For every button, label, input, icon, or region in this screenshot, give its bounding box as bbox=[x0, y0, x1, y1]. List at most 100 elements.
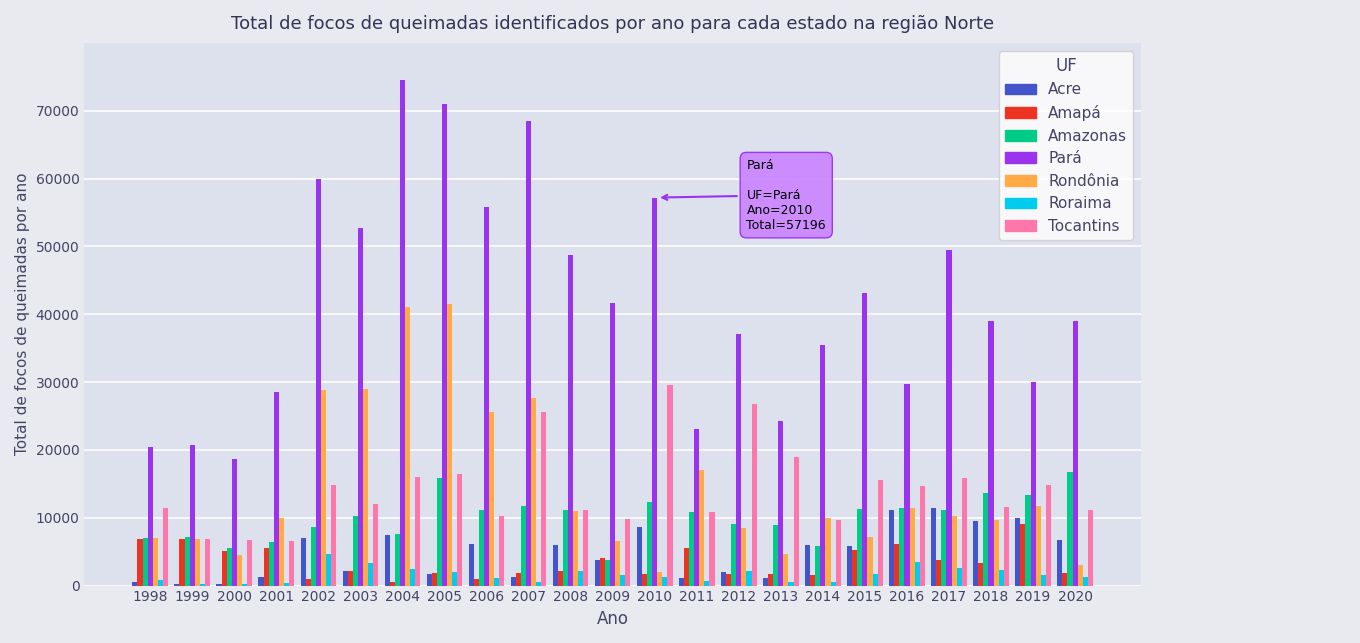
Bar bbox=[899, 508, 904, 586]
Bar bbox=[1057, 540, 1062, 586]
Bar bbox=[594, 561, 600, 586]
Bar bbox=[889, 510, 895, 586]
Bar bbox=[330, 485, 336, 586]
Bar bbox=[284, 583, 290, 586]
Bar bbox=[411, 568, 415, 586]
Bar bbox=[536, 581, 541, 586]
Bar bbox=[752, 404, 756, 586]
Bar bbox=[736, 334, 741, 586]
Bar bbox=[747, 572, 752, 586]
Bar bbox=[895, 543, 899, 586]
Bar bbox=[216, 584, 222, 586]
Bar bbox=[1035, 506, 1040, 586]
Bar bbox=[326, 554, 330, 586]
Bar bbox=[578, 570, 583, 586]
Bar bbox=[180, 539, 185, 586]
Bar bbox=[805, 545, 811, 586]
Bar bbox=[600, 559, 605, 586]
Bar bbox=[1088, 510, 1093, 586]
Bar bbox=[952, 516, 956, 586]
Bar bbox=[405, 307, 411, 586]
Bar bbox=[1083, 577, 1088, 586]
Bar bbox=[868, 537, 873, 586]
Bar bbox=[484, 207, 490, 586]
Bar bbox=[611, 303, 615, 586]
Bar bbox=[137, 539, 143, 586]
Bar bbox=[132, 582, 137, 586]
Bar bbox=[962, 478, 967, 586]
Bar bbox=[978, 563, 983, 586]
Bar bbox=[835, 520, 840, 586]
Bar bbox=[394, 534, 400, 586]
Bar bbox=[174, 584, 180, 586]
Bar bbox=[699, 470, 704, 586]
Bar bbox=[573, 511, 578, 586]
Bar bbox=[679, 578, 684, 586]
Bar bbox=[273, 392, 279, 586]
Bar bbox=[352, 516, 358, 586]
Bar bbox=[642, 574, 647, 586]
Bar bbox=[620, 575, 626, 586]
Bar bbox=[910, 507, 914, 586]
Bar bbox=[264, 548, 269, 586]
Bar bbox=[811, 575, 815, 586]
Bar bbox=[847, 547, 853, 586]
Bar bbox=[721, 572, 726, 586]
Bar bbox=[541, 412, 547, 586]
Bar bbox=[710, 512, 714, 586]
Bar bbox=[615, 541, 620, 586]
Bar bbox=[914, 562, 919, 586]
Bar bbox=[873, 574, 877, 586]
Bar bbox=[1025, 495, 1031, 586]
Bar bbox=[143, 538, 148, 586]
Bar bbox=[657, 572, 662, 586]
Bar bbox=[189, 445, 194, 586]
Bar bbox=[653, 197, 657, 586]
Bar bbox=[194, 539, 200, 586]
Bar bbox=[1040, 575, 1046, 586]
Bar bbox=[857, 509, 862, 586]
Bar bbox=[427, 574, 431, 586]
Bar bbox=[583, 510, 589, 586]
Bar bbox=[343, 570, 348, 586]
Bar bbox=[789, 581, 794, 586]
Bar bbox=[815, 545, 820, 586]
Bar bbox=[310, 527, 316, 586]
Bar bbox=[479, 510, 484, 586]
Bar bbox=[321, 390, 326, 586]
Bar bbox=[558, 570, 563, 586]
Bar bbox=[442, 104, 447, 586]
Bar bbox=[862, 293, 868, 586]
Bar bbox=[258, 577, 264, 586]
Bar bbox=[1046, 485, 1051, 586]
Bar bbox=[306, 579, 310, 586]
Bar bbox=[301, 538, 306, 586]
Bar bbox=[726, 574, 732, 586]
Bar bbox=[469, 543, 473, 586]
Bar bbox=[185, 537, 189, 586]
Bar bbox=[457, 475, 462, 586]
Bar bbox=[447, 304, 452, 586]
Bar bbox=[148, 446, 152, 586]
Bar bbox=[511, 577, 515, 586]
Bar bbox=[1004, 507, 1009, 586]
Bar bbox=[237, 555, 242, 586]
Bar bbox=[662, 577, 668, 586]
Bar bbox=[684, 548, 690, 586]
Bar bbox=[956, 568, 962, 586]
Bar bbox=[390, 582, 394, 586]
Bar bbox=[605, 561, 611, 586]
Bar bbox=[919, 486, 925, 586]
Bar bbox=[473, 579, 479, 586]
Bar bbox=[568, 255, 573, 586]
Bar bbox=[552, 545, 558, 586]
Bar bbox=[932, 507, 936, 586]
Bar bbox=[1068, 473, 1073, 586]
Bar bbox=[222, 551, 227, 586]
Bar bbox=[452, 572, 457, 586]
Bar bbox=[989, 321, 994, 586]
Bar bbox=[163, 508, 169, 586]
Bar bbox=[1031, 382, 1035, 586]
Bar bbox=[205, 539, 209, 586]
Bar bbox=[694, 429, 699, 586]
